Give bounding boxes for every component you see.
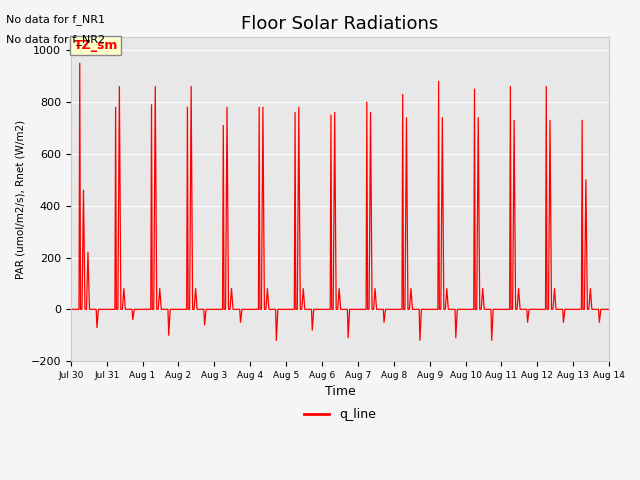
Legend: q_line: q_line: [299, 403, 381, 426]
X-axis label: Time: Time: [324, 385, 355, 398]
Y-axis label: PAR (umol/m2/s), Rnet (W/m2): PAR (umol/m2/s), Rnet (W/m2): [15, 120, 25, 279]
Text: TZ_sm: TZ_sm: [74, 39, 118, 52]
Text: No data for f_NR2: No data for f_NR2: [6, 34, 106, 45]
Title: Floor Solar Radiations: Floor Solar Radiations: [241, 15, 438, 33]
Text: No data for f_NR1: No data for f_NR1: [6, 14, 106, 25]
